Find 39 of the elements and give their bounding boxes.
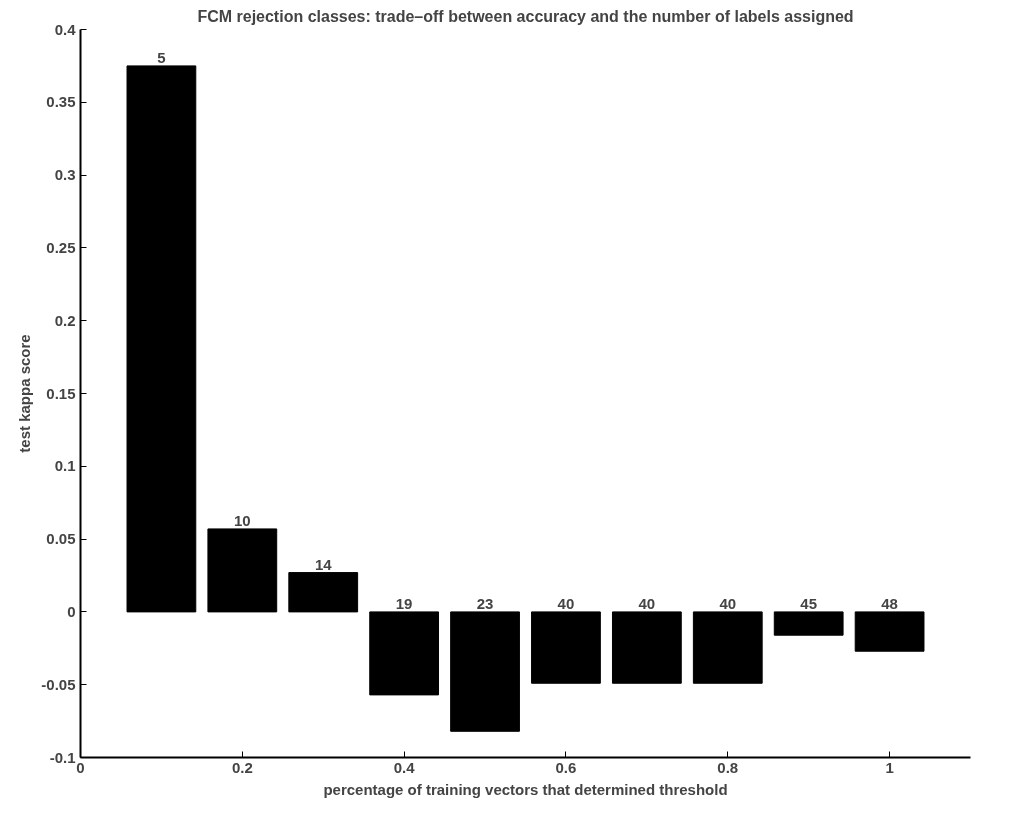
x-tick-label: 0.4: [393, 758, 416, 776]
y-tick-label: -0.05: [41, 675, 76, 693]
y-tick-label: 0.2: [54, 311, 76, 329]
annotation: 19: [395, 594, 413, 612]
y-tick-label: 0.35: [46, 93, 76, 111]
y-tick-label: 0.4: [54, 20, 77, 38]
x-tick-label: 0.6: [555, 758, 577, 776]
bar: [126, 65, 197, 613]
x-axis-title: percentage of training vectors that determined threshold: [323, 780, 728, 798]
annotation: 14: [314, 555, 333, 573]
bar: [369, 611, 440, 696]
bar: [288, 572, 359, 613]
annotation: 48: [881, 594, 898, 612]
y-tick-label: 0.1: [54, 457, 76, 475]
x-tick-label: 0.8: [717, 758, 739, 776]
bar: [611, 611, 682, 684]
y-tick-label: -0.1: [49, 748, 76, 766]
x-tick-label: 0.2: [231, 758, 253, 776]
y-tick-label: 0: [67, 602, 76, 620]
annotation: 40: [638, 594, 656, 612]
y-tick-label: 0.25: [46, 238, 76, 256]
annotation: 10: [233, 511, 251, 529]
bar: [692, 611, 763, 684]
annotation: 40: [557, 594, 575, 612]
bar: [531, 611, 601, 684]
bar: [854, 611, 925, 652]
bar: [207, 528, 278, 613]
bar: [450, 611, 520, 732]
y-axis-title: test kappa score: [16, 334, 34, 453]
annotation: 40: [719, 594, 737, 612]
y-tick-label: 0.15: [46, 384, 76, 402]
y-tick-label: 0.3: [54, 166, 76, 184]
annotation: 5: [157, 48, 166, 66]
x-tick-label: 1: [885, 758, 894, 776]
y-tick-label: 0.05: [46, 530, 76, 548]
annotation: 23: [476, 594, 494, 612]
chart-title: FCM rejection classes: trade–off between accuracy and the number of labels assigned: [197, 7, 854, 25]
bar: [773, 611, 844, 636]
annotation: 45: [800, 594, 818, 612]
